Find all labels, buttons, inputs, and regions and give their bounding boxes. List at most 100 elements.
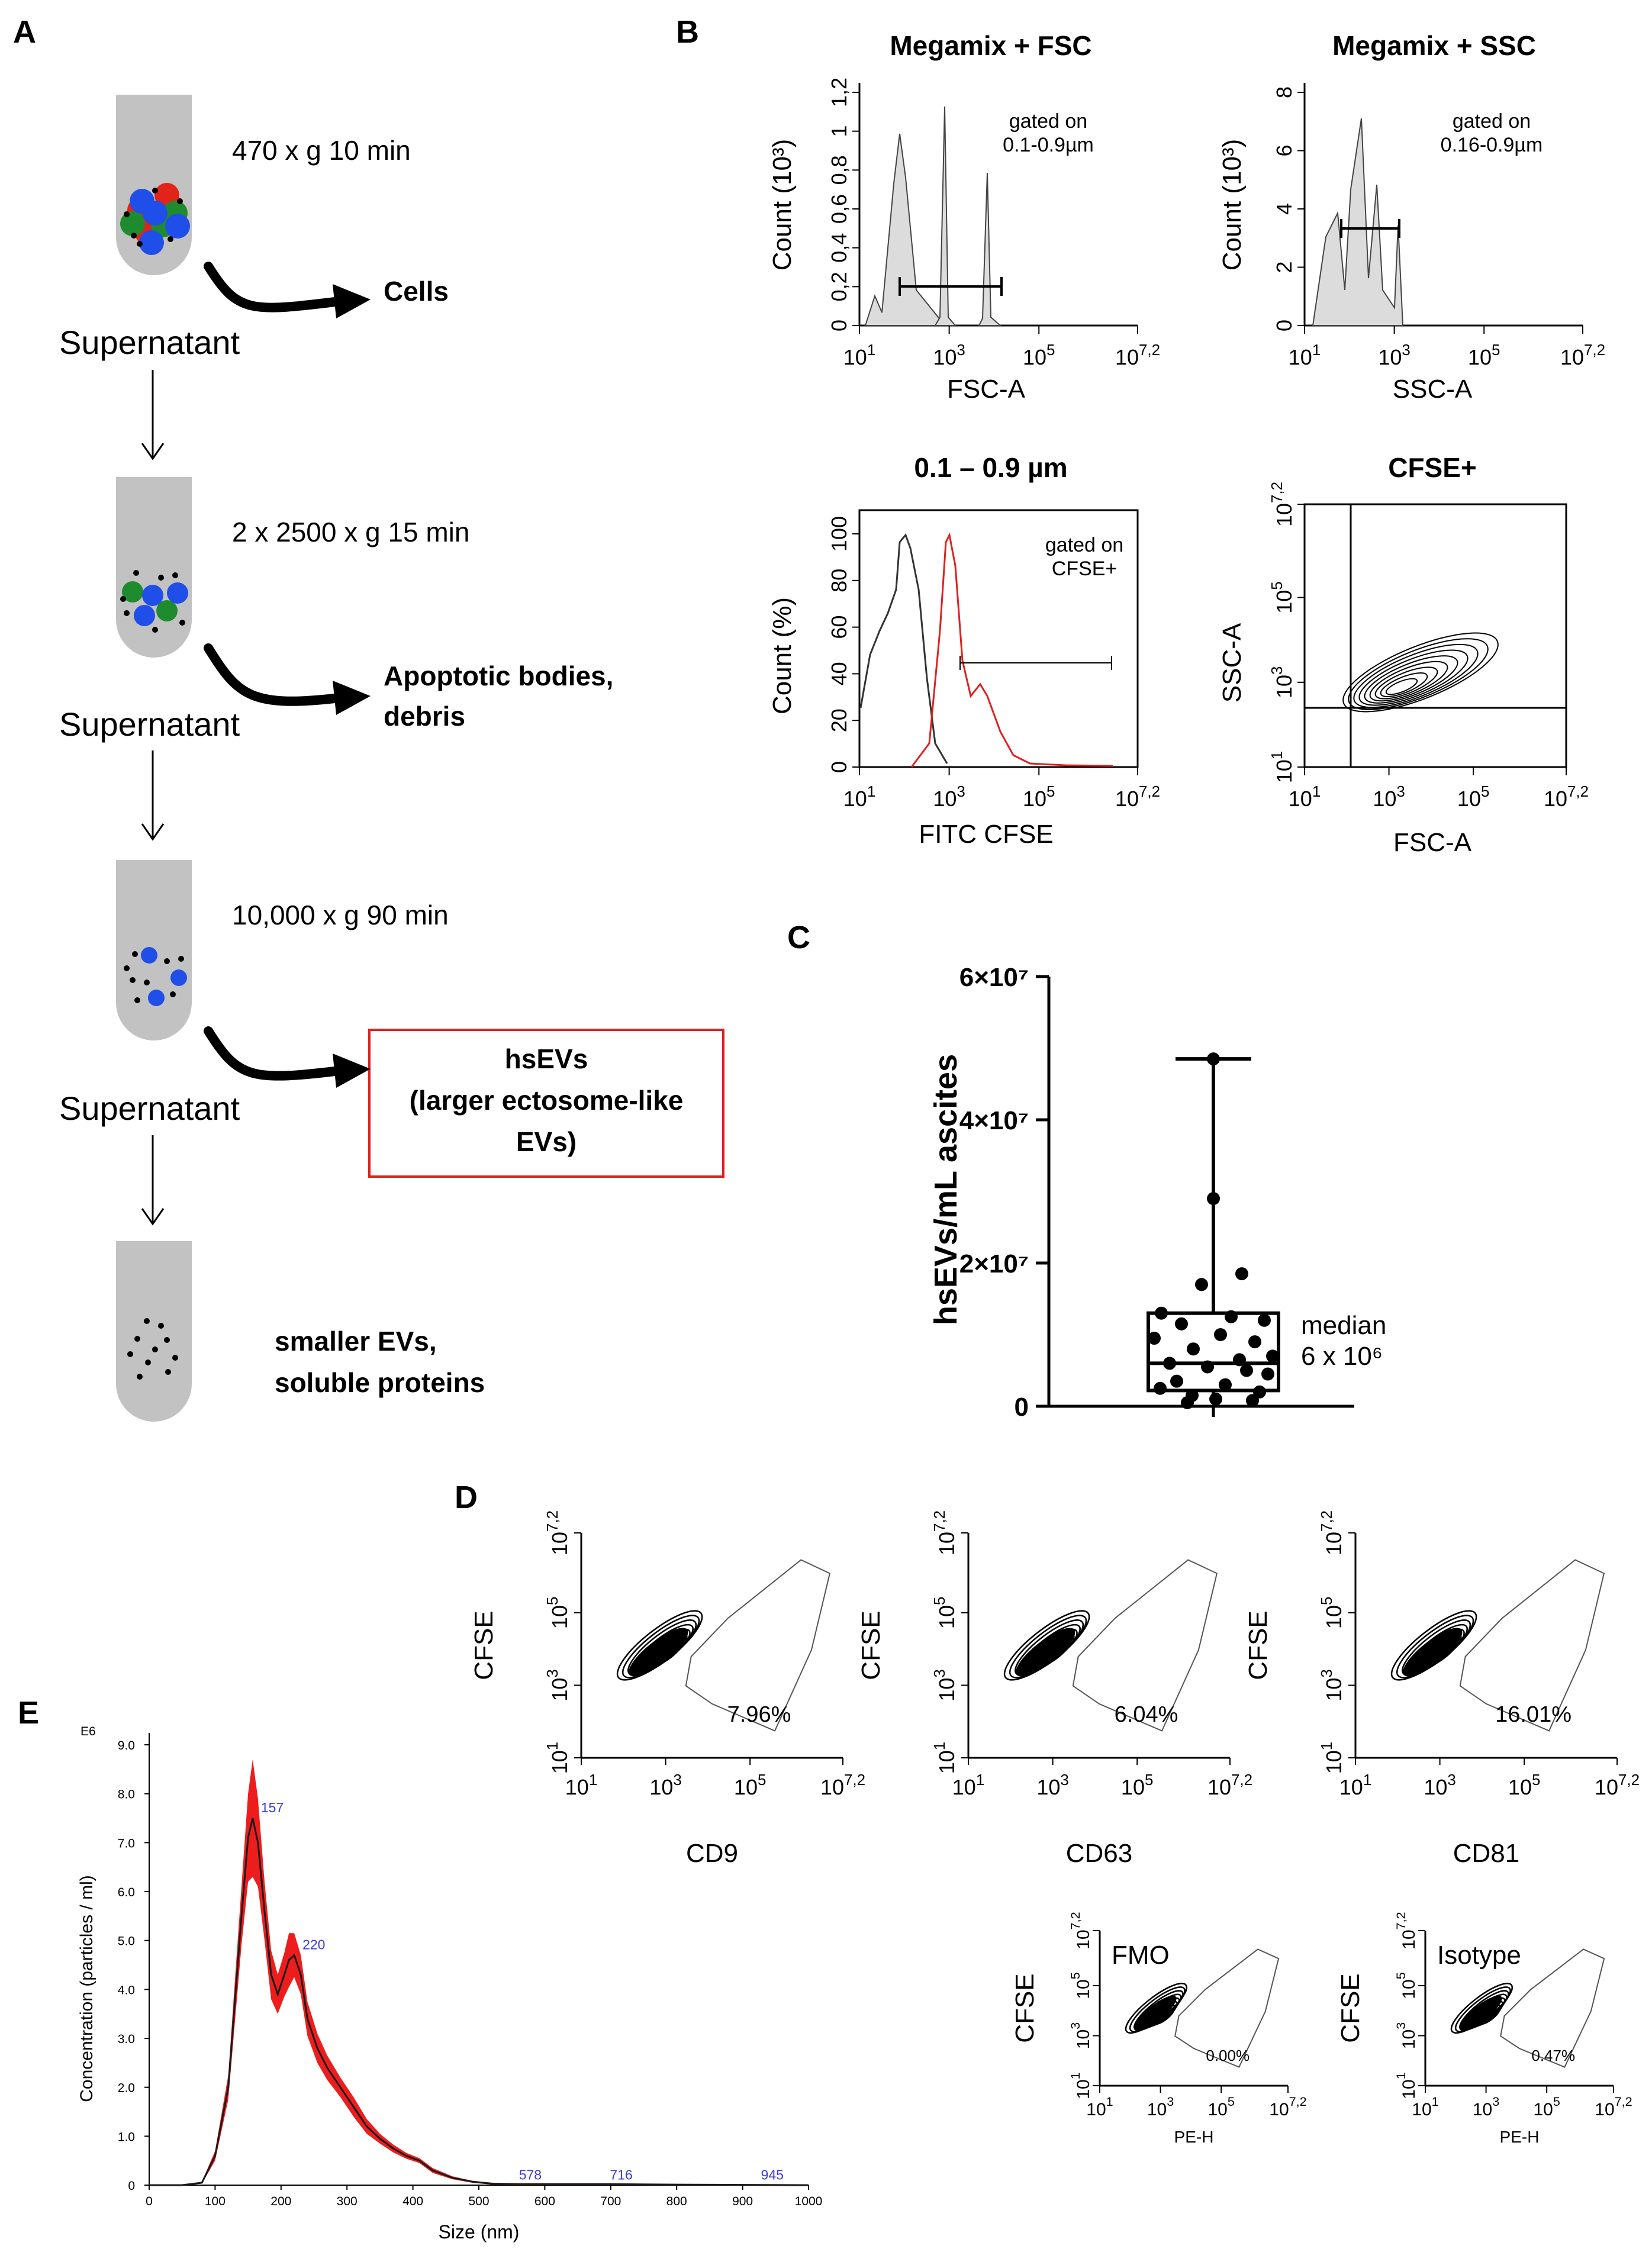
- tube4-small-ev: [152, 1346, 158, 1352]
- e-y-tick-label: 8.0: [118, 1788, 135, 1802]
- d1-x-tick-label-base: 10: [1121, 1775, 1145, 1799]
- d4-tag: Isotype: [1437, 1941, 1521, 1970]
- e-x-tick-label: 200: [270, 2195, 291, 2208]
- d0-x-tick-label-base: 10: [820, 1775, 844, 1799]
- d3-x-tick-label-exp: 7,2: [1289, 2094, 1307, 2109]
- output-apoptotic-line2: debris: [384, 701, 465, 732]
- d4-x-tick-label-base: 10: [1595, 2100, 1614, 2119]
- d4-x-tick-label-exp: 7,2: [1615, 2094, 1632, 2109]
- d2-x-tick-label-base: 10: [1424, 1775, 1447, 1799]
- supernatant-label-3: Supernatant: [59, 1090, 240, 1127]
- b3-unstained-histogram: [859, 533, 948, 764]
- output-cells: Cells: [384, 276, 449, 307]
- b4-y-tick-label: 101: [1269, 751, 1296, 783]
- tube3-small-ev: [132, 951, 138, 957]
- b3-frame: [858, 509, 1139, 768]
- x-tick-label-base: 10: [1115, 787, 1139, 811]
- x-tick-label: 103: [933, 342, 965, 369]
- e-y-tick-label: 9.0: [118, 1739, 135, 1752]
- d3-y-label: CFSE: [1010, 1973, 1039, 2043]
- d3-x-tick-label: 107,2: [1269, 2094, 1306, 2119]
- d0-x-tick-label: 105: [734, 1772, 766, 1799]
- e-x-tick-label: 400: [402, 2195, 423, 2208]
- c-data-point: [1248, 1335, 1261, 1349]
- tube3-small-ev: [144, 980, 150, 985]
- x-tick-label-base: 10: [1560, 345, 1584, 369]
- d4-x-label: PE-H: [1500, 2128, 1540, 2146]
- d0-y-tick-label: 103: [545, 1669, 572, 1701]
- tube2-particle: [156, 600, 178, 621]
- d0-y-tick-label-base: 10: [548, 1605, 572, 1629]
- d3-y-tick-label-exp: 7,2: [1068, 1912, 1083, 1929]
- tube1-particle: [165, 214, 190, 239]
- x-tick-label-exp: 3: [957, 784, 965, 800]
- d0-y-tick-label: 105: [545, 1597, 572, 1629]
- d4-gate: [1500, 1948, 1605, 2068]
- b4-y-label: SSC-A: [1218, 623, 1247, 703]
- d1-x-tick-label-exp: 7,2: [1231, 1772, 1252, 1789]
- b3-y-tick-label: 100: [827, 516, 851, 552]
- b1-gate-note-1: gated on: [1009, 110, 1087, 133]
- down-arrow-head-2: [141, 823, 165, 841]
- d2-x-tick-label-exp: 3: [1447, 1772, 1455, 1789]
- tube1-small-ev: [124, 211, 130, 217]
- c-data-point: [1261, 1367, 1274, 1381]
- arrow-cells: [204, 262, 349, 313]
- x-tick-label: 107,2: [1115, 342, 1160, 369]
- d4-percent: 0.47%: [1531, 2047, 1575, 2064]
- d3-y-tick-label-exp: 1: [1068, 2072, 1083, 2079]
- d3-y-tick-label-base: 10: [1074, 1979, 1093, 1999]
- d3-y-tick-label-exp: 5: [1068, 1972, 1083, 1979]
- d2-y-tick-label-base: 10: [1322, 1678, 1346, 1702]
- b1-y-tick-label: 0,2: [827, 272, 851, 301]
- d4-x-tick-label-base: 10: [1473, 2100, 1492, 2119]
- tube3-particle: [148, 990, 165, 1006]
- c-data-point: [1181, 1396, 1194, 1409]
- b3-cfse-histogram: [910, 532, 1113, 768]
- b2-gate-note-2: 0.16-0.9µm: [1441, 134, 1543, 156]
- b3-y-tick-label: 60: [827, 616, 851, 639]
- tube2-particle: [142, 585, 163, 606]
- d2-x-label: CD81: [1453, 1839, 1520, 1868]
- d3-y-tick-label-base: 10: [1074, 2079, 1093, 2099]
- x-tick-label-exp: 1: [1312, 784, 1321, 800]
- c-data-point: [1207, 1192, 1220, 1206]
- b3-y-tick-label: 20: [827, 708, 851, 732]
- c-data-point: [1225, 1310, 1238, 1323]
- e-error-band: [182, 1759, 809, 2185]
- d4-y-tick-label-base: 10: [1399, 1929, 1419, 1949]
- x-tick-label-base: 10: [843, 345, 867, 369]
- b1-y-tick-label: 0,4: [827, 233, 851, 263]
- b4-contour: [1364, 655, 1458, 704]
- d4-x-tick-label: 107,2: [1595, 2094, 1632, 2119]
- d0-y-tick-label-exp: 5: [545, 1597, 561, 1605]
- b3-y-label: Count (%): [768, 597, 797, 714]
- c-y-tick-label: 6×10⁷: [959, 963, 1029, 992]
- d4-y-tick-label: 103: [1393, 2022, 1419, 2049]
- d2-y-tick-label: 103: [1319, 1669, 1346, 1701]
- d3-x-tick-label: 103: [1147, 2094, 1174, 2119]
- arrow-hsevs-head: [333, 1054, 371, 1088]
- d2-gate: [1459, 1559, 1605, 1732]
- b4-y-tick-label-exp: 5: [1269, 581, 1286, 589]
- x-tick-label: 107,2: [1115, 784, 1160, 811]
- e-y-tick-label: 4.0: [118, 1983, 135, 1997]
- d4-y-tick-label: 105: [1393, 1972, 1419, 1999]
- step-2-label: 2 x 2500 x g 15 min: [232, 517, 469, 547]
- down-arrow-head-1: [141, 443, 165, 460]
- d0-x-tick-label: 103: [649, 1772, 681, 1799]
- e-x-tick-label: 800: [666, 2195, 687, 2208]
- b3-y-tick-label: 0: [827, 761, 851, 773]
- d0-x-tick-label: 101: [565, 1772, 597, 1799]
- b4-y-tick-label-base: 10: [1272, 503, 1296, 527]
- b4-contour: [1342, 632, 1499, 713]
- d2-y-label: CFSE: [1244, 1610, 1273, 1680]
- e-x-tick-label: 600: [534, 2195, 555, 2208]
- tube3-small-ev: [170, 991, 176, 997]
- x-tick-label-exp: 7,2: [1567, 784, 1589, 800]
- b2-x-label: SSC-A: [1393, 375, 1473, 404]
- tube4-small-ev: [165, 1369, 171, 1375]
- c-data-point: [1170, 1374, 1183, 1388]
- c-data-point: [1207, 1052, 1220, 1066]
